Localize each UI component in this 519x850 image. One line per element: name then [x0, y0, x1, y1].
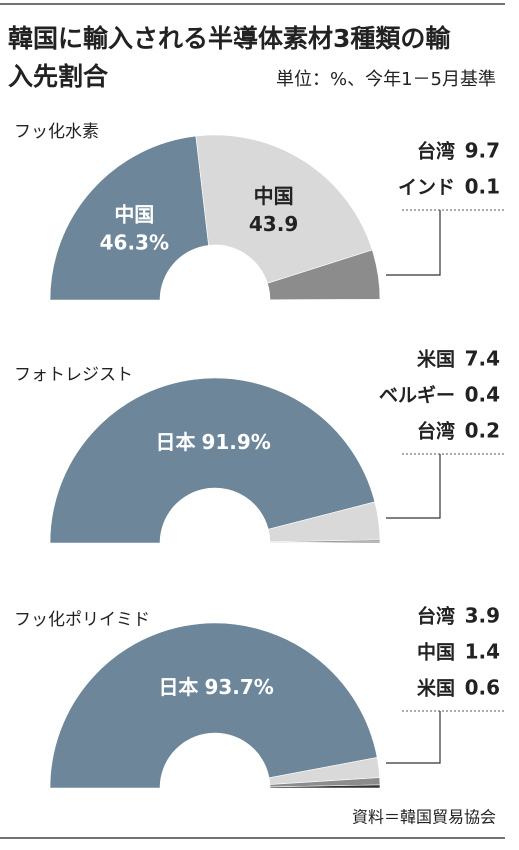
legend-value: 0.6	[465, 676, 500, 700]
slice	[269, 541, 381, 544]
chart-subtitle: フォトレジスト	[14, 365, 133, 385]
legend-value: 7.4	[465, 347, 500, 371]
legend-value: 3.9	[465, 604, 500, 628]
slice	[269, 299, 381, 301]
legend-category: 台湾	[417, 420, 455, 443]
legend-category: 台湾	[417, 605, 455, 628]
legend-category: 米国	[417, 348, 455, 371]
legend-value: 9.7	[465, 139, 500, 163]
legend-category: ベルギー	[379, 385, 455, 407]
legend-value: 0.4	[465, 383, 500, 407]
slice	[49, 135, 209, 301]
legend-value: 0.2	[465, 419, 500, 443]
slice-category: 日本	[155, 430, 195, 454]
slice-value-label: 91.9%	[201, 430, 270, 454]
slice-category: 日本	[158, 675, 198, 699]
slice	[49, 377, 376, 544]
slice-value-label: 93.7%	[204, 675, 273, 699]
legend-category: 米国	[417, 677, 455, 700]
slice	[195, 134, 373, 284]
leader-line	[386, 210, 441, 276]
legend-category: 台湾	[417, 140, 455, 163]
slice-value-label: 43.9	[249, 212, 298, 236]
leader-line	[386, 454, 441, 519]
chart-subtitle: フッ化水素	[14, 122, 99, 142]
legend-value: 0.1	[465, 175, 500, 199]
slice	[49, 622, 378, 789]
slice-category: 中国	[254, 184, 294, 208]
leader-line	[386, 711, 441, 764]
chart-subtitle: フッ化ポリイミド	[14, 610, 150, 630]
source: 資料＝韓国貿易協会	[352, 808, 496, 827]
legend-value: 1.4	[465, 640, 500, 664]
slice-value-label: 46.3%	[100, 231, 169, 255]
slice	[269, 784, 381, 789]
subtitle: 単位：%、今年1－5月基準	[276, 69, 496, 90]
chart-title: 韓国に輸入される半導体素材3種類の輸入先割合	[8, 24, 451, 91]
slice-category: 中国	[114, 203, 154, 227]
legend-category: インド	[398, 177, 455, 199]
legend-category: 中国	[417, 641, 455, 664]
